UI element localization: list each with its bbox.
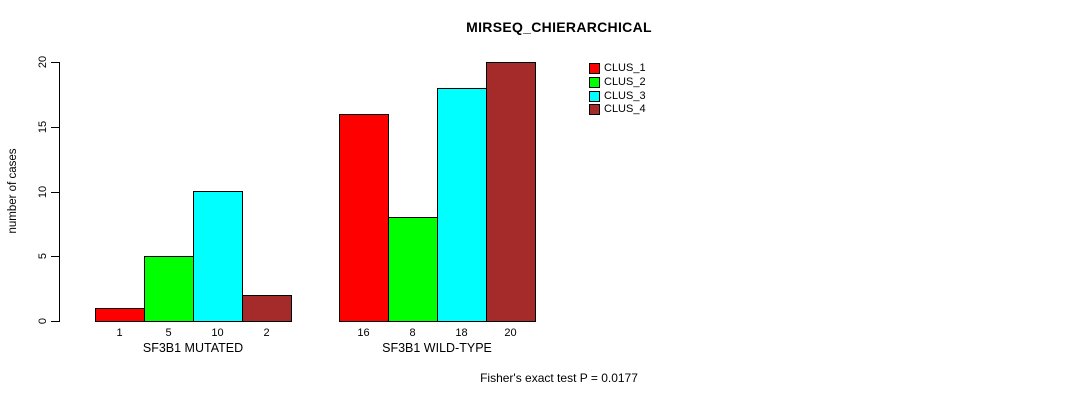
y-tick (51, 256, 59, 258)
legend-row: CLUS_2 (589, 76, 646, 90)
bar-value-label: 1 (116, 327, 123, 339)
bar-clus_3-group2 (437, 88, 487, 322)
chart-title: MIRSEQ_CHIERARCHICAL (466, 19, 652, 35)
legend-row: CLUS_3 (589, 89, 646, 103)
y-tick-label: 20 (37, 55, 49, 69)
legend-label: CLUS_1 (604, 62, 646, 75)
legend-label: CLUS_4 (604, 103, 646, 116)
y-tick (51, 126, 59, 128)
y-tick (51, 191, 59, 193)
bar-value-label: 2 (263, 327, 270, 339)
y-tick-label: 15 (37, 120, 49, 133)
bar-clus_3-group1 (193, 191, 243, 322)
y-tick-label: 0 (37, 317, 49, 325)
bar-clus_4-group1 (242, 295, 292, 322)
bar-value-label: 5 (165, 327, 172, 339)
legend: CLUS_1 CLUS_2 CLUS_3 CLUS_4 (589, 62, 646, 117)
bar-value-label: 10 (211, 327, 224, 339)
bar-value-label: 16 (357, 327, 370, 339)
legend-swatch (589, 90, 600, 102)
annotation-text: Fisher's exact test P = 0.0177 (480, 371, 638, 385)
legend-label: CLUS_2 (604, 76, 646, 89)
bar-value-label: 18 (455, 327, 468, 339)
bar-clus_4-group2 (486, 62, 536, 322)
group-label: SF3B1 MUTATED (142, 341, 244, 355)
bar-value-label: 8 (409, 327, 416, 339)
legend-label: CLUS_3 (604, 89, 646, 102)
y-tick (51, 321, 59, 322)
legend-swatch (589, 63, 600, 75)
legend-row: CLUS_4 (589, 103, 646, 117)
y-axis-label: number of cases (7, 148, 19, 234)
y-tick-label: 10 (37, 185, 49, 198)
y-tick-label: 5 (37, 253, 49, 260)
y-tick (51, 62, 59, 63)
legend-row: CLUS_1 (589, 62, 646, 76)
group-label: SF3B1 WILD-TYPE (382, 341, 492, 355)
bar-value-label: 20 (504, 327, 517, 339)
bar-clus_2-group2 (388, 217, 438, 322)
legend-swatch (589, 77, 600, 89)
bar-clus_2-group1 (144, 256, 194, 322)
y-axis-line (59, 62, 60, 322)
legend-swatch (589, 104, 600, 116)
bar-clus_1-group1 (95, 308, 145, 322)
bar-clus_1-group2 (339, 114, 389, 322)
